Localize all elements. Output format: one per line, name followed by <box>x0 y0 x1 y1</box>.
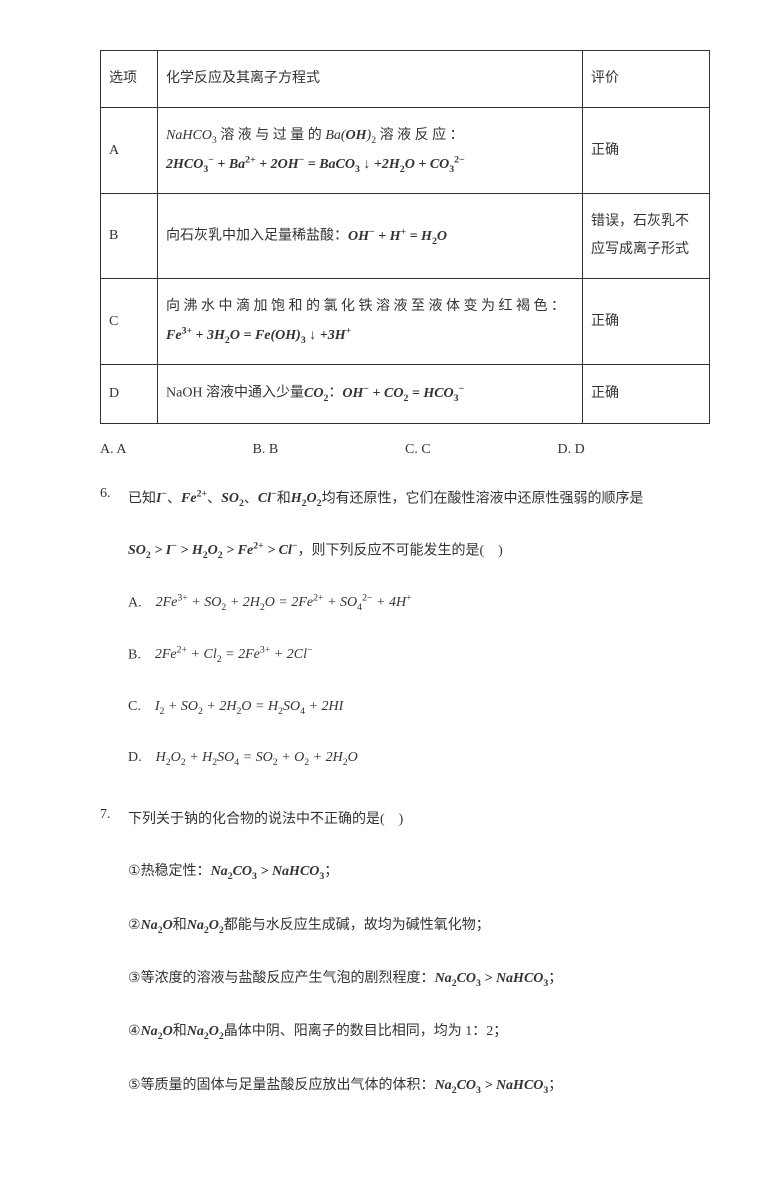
q6-opt-c: C. I2 + SO2 + 2H2O = H2SO4 + 2HI <box>128 694 710 721</box>
row-c-reaction: 向 沸 水 中 滴 加 饱 和 的 氯 化 铁 溶 液 至 液 体 变 为 红 … <box>158 279 583 365</box>
row-b-reaction: 向石灰乳中加入足量稀盐酸：OH− + H+ = H2O <box>158 194 583 279</box>
q7-number: 7. <box>100 807 128 1125</box>
q6-opt-a: A. 2Fe3+ + SO2 + 2H2O = 2Fe2+ + SO42− + … <box>128 590 710 618</box>
opt-c: C. C <box>405 442 558 458</box>
question-7: 7. 下列关于钠的化合物的说法中不正确的是( ) ①热稳定性：Na2CO3 > … <box>100 807 710 1125</box>
q6-number: 6. <box>100 486 128 797</box>
row-d-opt: D <box>101 365 158 423</box>
row-c-opt: C <box>101 279 158 365</box>
q7-body: 下列关于钠的化合物的说法中不正确的是( ) ①热稳定性：Na2CO3 > NaH… <box>128 807 710 1125</box>
table-row: A NaHCO3 溶 液 与 过 量 的 Ba(OH)2 溶 液 反 应 ： 2… <box>101 108 710 194</box>
table-row: C 向 沸 水 中 滴 加 饱 和 的 氯 化 铁 溶 液 至 液 体 变 为 … <box>101 279 710 365</box>
q5-options: A. A B. B C. C D. D <box>100 442 710 458</box>
header-reaction: 化学反应及其离子方程式 <box>158 51 583 108</box>
row-b-opt: B <box>101 194 158 279</box>
opt-b: B. B <box>253 442 406 458</box>
opt-a: A. A <box>100 442 253 458</box>
row-d-reaction: NaOH 溶液中通入少量CO2：OH− + CO2 = HCO3− <box>158 365 583 423</box>
q7-line4: ④Na2O和Na2O2晶体中阴、阳离子的数目比相同，均为 1：2； <box>128 1017 710 1046</box>
table-row: D NaOH 溶液中通入少量CO2：OH− + CO2 = HCO3− 正确 <box>101 365 710 423</box>
opt-d: D. D <box>558 442 711 458</box>
row-d-eval: 正确 <box>583 365 710 423</box>
q7-line1: ①热稳定性：Na2CO3 > NaHCO3； <box>128 857 710 886</box>
q6-body: 已知I−、Fe2+、SO2、Cl−和H2O2均有还原性，它们在酸性溶液中还原性强… <box>128 486 710 797</box>
question-6: 6. 已知I−、Fe2+、SO2、Cl−和H2O2均有还原性，它们在酸性溶液中还… <box>100 486 710 797</box>
row-a-opt: A <box>101 108 158 194</box>
page-content: 选项 化学反应及其离子方程式 评价 A NaHCO3 溶 液 与 过 量 的 B… <box>0 0 780 1184</box>
q6-opt-d: D. H2O2 + H2SO4 = SO2 + O2 + 2H2O <box>128 745 710 772</box>
row-a-line2: 2HCO3− + Ba2+ + 2OH− = BaCO3 ↓ +2H2O + C… <box>166 157 465 172</box>
table-row: B 向石灰乳中加入足量稀盐酸：OH− + H+ = H2O 错误，石灰乳不应写成… <box>101 194 710 279</box>
q6-opt-b: B. 2Fe2+ + Cl2 = 2Fe3+ + 2Cl− <box>128 642 710 670</box>
reaction-table: 选项 化学反应及其离子方程式 评价 A NaHCO3 溶 液 与 过 量 的 B… <box>100 50 710 424</box>
row-a-line1: NaHCO3 <box>166 128 217 143</box>
q7-line2: ②Na2O和Na2O2都能与水反应生成碱，故均为碱性氧化物； <box>128 911 710 940</box>
row-a-reaction: NaHCO3 溶 液 与 过 量 的 Ba(OH)2 溶 液 反 应 ： 2HC… <box>158 108 583 194</box>
q6-stem2: SO2 > I− > H2O2 > Fe2+ > Cl−，则下列反应不可能发生的… <box>128 538 710 566</box>
header-eval: 评价 <box>583 51 710 108</box>
row-c-eval: 正确 <box>583 279 710 365</box>
row-b-eval: 错误，石灰乳不应写成离子形式 <box>583 194 710 279</box>
header-option: 选项 <box>101 51 158 108</box>
q7-line5: ⑤等质量的固体与足量盐酸反应放出气体的体积：Na2CO3 > NaHCO3； <box>128 1071 710 1100</box>
q7-stem: 下列关于钠的化合物的说法中不正确的是( ) <box>128 807 710 834</box>
row-a-eval: 正确 <box>583 108 710 194</box>
table-header-row: 选项 化学反应及其离子方程式 评价 <box>101 51 710 108</box>
q6-stem1: 已知I−、Fe2+、SO2、Cl−和H2O2均有还原性，它们在酸性溶液中还原性强… <box>128 486 710 514</box>
q7-line3: ③等浓度的溶液与盐酸反应产生气泡的剧烈程度：Na2CO3 > NaHCO3； <box>128 964 710 993</box>
